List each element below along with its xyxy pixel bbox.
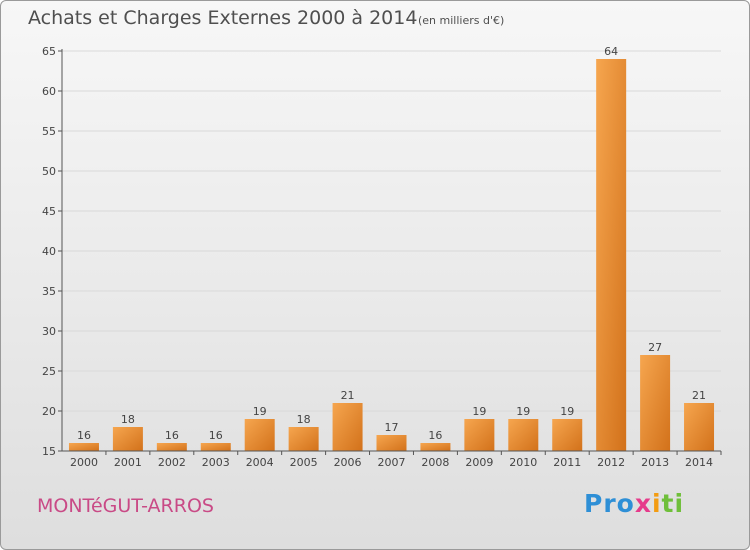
x-tick-label: 2013: [641, 456, 669, 469]
y-tick-label: 25: [42, 365, 56, 378]
logo-part: ti: [661, 489, 685, 518]
data-label: 19: [516, 405, 530, 418]
y-tick-label: 40: [42, 245, 56, 258]
data-label: 27: [648, 341, 662, 354]
bar: [112, 427, 143, 451]
bar: [332, 403, 363, 451]
data-label: 19: [472, 405, 486, 418]
y-tick-label: 60: [42, 85, 56, 98]
bar: [68, 443, 99, 451]
x-tick-label: 2007: [378, 456, 406, 469]
data-label: 64: [604, 45, 618, 58]
data-label: 18: [121, 413, 135, 426]
logo-part: x: [634, 489, 652, 518]
bar: [640, 355, 671, 451]
chart-title: Achats et Charges Externes 2000 à 2014: [28, 7, 418, 29]
x-tick-label: 2014: [685, 456, 713, 469]
bar: [552, 419, 583, 451]
data-label: 16: [165, 429, 179, 442]
bar: [156, 443, 187, 451]
data-label: 16: [209, 429, 223, 442]
x-tick-label: 2008: [421, 456, 449, 469]
data-label: 16: [77, 429, 91, 442]
x-tick-label: 2006: [334, 456, 362, 469]
y-tick-label: 35: [42, 285, 56, 298]
data-label: 21: [692, 389, 706, 402]
x-tick-label: 2000: [70, 456, 98, 469]
bar: [464, 419, 495, 451]
y-tick-label: 55: [42, 125, 56, 138]
data-label: 17: [385, 421, 399, 434]
x-tick-label: 2002: [158, 456, 186, 469]
bar: [596, 59, 627, 451]
bar: [508, 419, 539, 451]
bar: [420, 443, 451, 451]
bar: [376, 435, 407, 451]
bar: [244, 419, 275, 451]
x-tick-label: 2004: [246, 456, 274, 469]
data-label: 21: [341, 389, 355, 402]
bar: [684, 403, 715, 451]
bar: [288, 427, 319, 451]
x-tick-label: 2011: [553, 456, 581, 469]
y-tick-label: 15: [42, 445, 56, 458]
data-label: 19: [253, 405, 267, 418]
y-tick-label: 50: [42, 165, 56, 178]
logo-part: i: [651, 489, 662, 518]
bar: [200, 443, 231, 451]
x-tick-label: 2001: [114, 456, 142, 469]
data-label: 18: [297, 413, 311, 426]
data-label: 19: [560, 405, 574, 418]
x-tick-label: 2009: [465, 456, 493, 469]
y-tick-label: 30: [42, 325, 56, 338]
data-label: 16: [428, 429, 442, 442]
chart-unit: (en milliers d'€): [418, 14, 505, 27]
x-tick-label: 2005: [290, 456, 318, 469]
commune-name: MONTéGUT-ARROS: [37, 495, 214, 517]
y-tick-label: 65: [42, 45, 56, 58]
x-tick-label: 2010: [509, 456, 537, 469]
y-tick-label: 20: [42, 405, 56, 418]
proxiti-logo: Proxiti: [584, 489, 684, 518]
y-tick-label: 45: [42, 205, 56, 218]
logo-part: Pro: [584, 489, 635, 518]
x-tick-label: 2003: [202, 456, 230, 469]
x-tick-label: 2012: [597, 456, 625, 469]
